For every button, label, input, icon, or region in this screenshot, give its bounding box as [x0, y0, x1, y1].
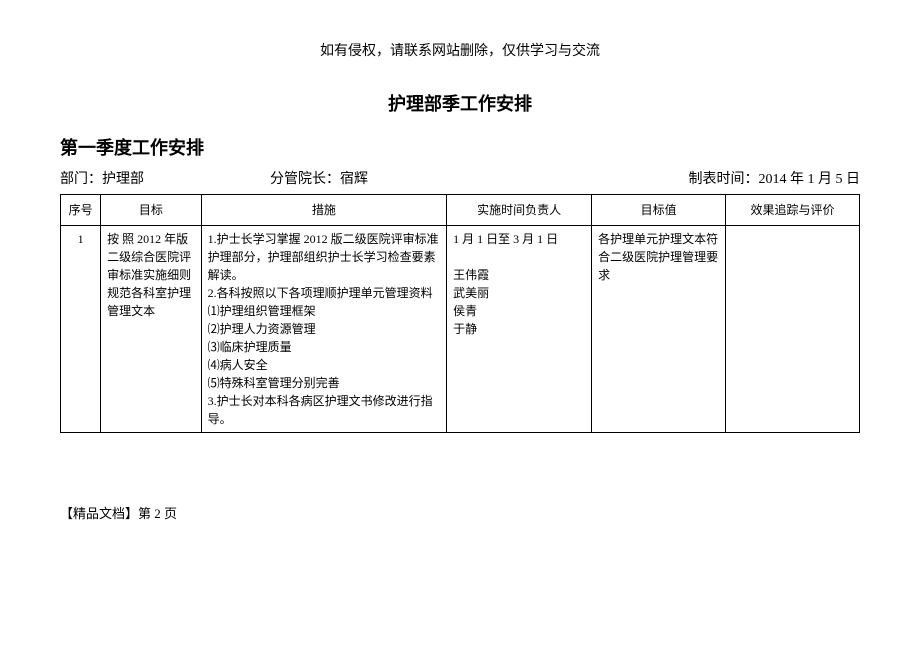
- col-seq: 序号: [61, 195, 101, 226]
- subtitle: 第一季度工作安排: [60, 134, 860, 160]
- col-goal: 目标: [101, 195, 201, 226]
- meta-date: 制表时间：2014 年 1 月 5 日: [570, 168, 860, 188]
- col-time: 实施时间负责人: [447, 195, 592, 226]
- cell-measure: 1.护士长学习掌握 2012 版二级医院评审标准护理部分，护理部组织护士长学习检…: [201, 226, 447, 433]
- col-eval: 效果追踪与评价: [726, 195, 860, 226]
- leader-label: 分管院长：: [270, 172, 340, 187]
- date-label: 制表时间：: [689, 172, 759, 187]
- col-target: 目标值: [592, 195, 726, 226]
- table-row: 1 按 照 2012 年版二级综合医院评审标准实施细则规范各科室护理管理文本 1…: [61, 226, 860, 433]
- page-title: 护理部季工作安排: [60, 90, 860, 116]
- col-measure: 措施: [201, 195, 447, 226]
- table-header-row: 序号 目标 措施 实施时间负责人 目标值 效果追踪与评价: [61, 195, 860, 226]
- cell-time: 1 月 1 日至 3 月 1 日 王伟霞 武美丽 侯青 于静: [447, 226, 592, 433]
- meta-dept: 部门：护理部: [60, 168, 270, 188]
- dept-value: 护理部: [102, 172, 144, 187]
- footer-text: 【精品文档】第 2 页: [60, 503, 860, 522]
- cell-eval: [726, 226, 860, 433]
- date-value: 2014 年 1 月 5 日: [759, 172, 861, 187]
- cell-target: 各护理单元护理文本符合二级医院护理管理要求: [592, 226, 726, 433]
- cell-goal: 按 照 2012 年版二级综合医院评审标准实施细则规范各科室护理管理文本: [101, 226, 201, 433]
- leader-value: 宿辉: [340, 172, 368, 187]
- dept-label: 部门：: [60, 172, 102, 187]
- meta-leader: 分管院长：宿辉: [270, 168, 570, 188]
- notice-text: 如有侵权，请联系网站删除，仅供学习与交流: [60, 40, 860, 60]
- meta-row: 部门：护理部 分管院长：宿辉 制表时间：2014 年 1 月 5 日: [60, 168, 860, 188]
- cell-seq: 1: [61, 226, 101, 433]
- work-table: 序号 目标 措施 实施时间负责人 目标值 效果追踪与评价 1 按 照 2012 …: [60, 194, 860, 433]
